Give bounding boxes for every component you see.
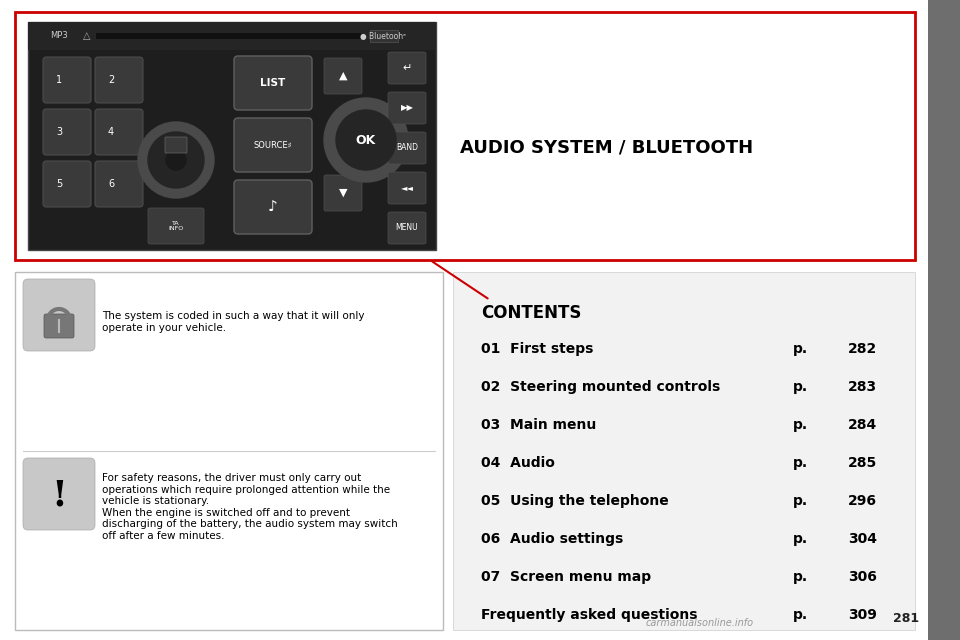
Text: p.: p. [793, 570, 808, 584]
Text: p.: p. [793, 608, 808, 622]
FancyBboxPatch shape [388, 52, 426, 84]
Text: OK: OK [356, 134, 376, 147]
Text: BAND: BAND [396, 143, 418, 152]
Text: MP3: MP3 [50, 31, 68, 40]
Text: ● Bluetoohᵉ: ● Bluetoohᵉ [360, 31, 406, 40]
Circle shape [166, 150, 186, 170]
Text: 306: 306 [848, 570, 876, 584]
Text: 07  Screen menu map: 07 Screen menu map [481, 570, 651, 584]
FancyBboxPatch shape [388, 212, 426, 244]
FancyBboxPatch shape [95, 57, 143, 103]
Circle shape [138, 122, 214, 198]
FancyBboxPatch shape [23, 279, 95, 351]
FancyBboxPatch shape [234, 56, 312, 110]
Text: ♪: ♪ [268, 200, 277, 214]
Text: ▼: ▼ [339, 188, 348, 198]
Text: 284: 284 [848, 418, 877, 432]
Text: Frequently asked questions: Frequently asked questions [481, 608, 698, 622]
FancyBboxPatch shape [453, 272, 915, 630]
Text: 2: 2 [108, 75, 114, 85]
FancyBboxPatch shape [43, 57, 91, 103]
FancyBboxPatch shape [15, 272, 443, 630]
FancyBboxPatch shape [388, 132, 426, 164]
FancyBboxPatch shape [234, 180, 312, 234]
Text: 309: 309 [848, 608, 876, 622]
Text: ▲: ▲ [339, 71, 348, 81]
Bar [28, 22, 436, 50]
FancyBboxPatch shape [165, 137, 187, 153]
Text: ▶▶: ▶▶ [400, 104, 414, 113]
FancyBboxPatch shape [44, 314, 74, 338]
Text: The system is coded in such a way that it will only
operate in your vehicle.: The system is coded in such a way that i… [102, 311, 365, 333]
Text: 281: 281 [893, 612, 919, 625]
Text: p.: p. [793, 342, 808, 356]
Text: p.: p. [793, 532, 808, 546]
Text: 283: 283 [848, 380, 877, 394]
Text: 3: 3 [56, 127, 62, 137]
Bar [28, 22, 436, 250]
FancyBboxPatch shape [15, 12, 915, 260]
Text: 06  Audio settings: 06 Audio settings [481, 532, 623, 546]
FancyBboxPatch shape [95, 109, 143, 155]
FancyBboxPatch shape [388, 172, 426, 204]
Text: For safety reasons, the driver must only carry out
operations which require prol: For safety reasons, the driver must only… [102, 473, 397, 541]
FancyBboxPatch shape [95, 161, 143, 207]
Text: TA
INFO: TA INFO [168, 221, 183, 232]
Text: 304: 304 [848, 532, 877, 546]
Text: 296: 296 [848, 494, 877, 508]
Text: 03  Main menu: 03 Main menu [481, 418, 596, 432]
FancyBboxPatch shape [324, 175, 362, 211]
FancyBboxPatch shape [388, 92, 426, 124]
Text: △: △ [83, 31, 90, 41]
FancyBboxPatch shape [23, 458, 95, 530]
Text: 02  Steering mounted controls: 02 Steering mounted controls [481, 380, 720, 394]
Circle shape [148, 132, 204, 188]
FancyBboxPatch shape [234, 118, 312, 172]
Text: 6: 6 [108, 179, 114, 189]
Text: 05  Using the telephone: 05 Using the telephone [481, 494, 669, 508]
Text: !: ! [51, 479, 67, 513]
FancyBboxPatch shape [148, 208, 204, 244]
Text: p.: p. [793, 494, 808, 508]
Circle shape [336, 110, 396, 170]
Text: 5: 5 [56, 179, 62, 189]
Text: 282: 282 [848, 342, 877, 356]
Text: p.: p. [793, 418, 808, 432]
FancyBboxPatch shape [43, 161, 91, 207]
Text: 01  First steps: 01 First steps [481, 342, 593, 356]
Text: 1: 1 [56, 75, 62, 85]
Text: p.: p. [793, 380, 808, 394]
Text: LIST: LIST [260, 78, 286, 88]
Text: 285: 285 [848, 456, 877, 470]
Text: 4: 4 [108, 127, 114, 137]
Text: ◄◄: ◄◄ [400, 184, 414, 193]
Text: ↵: ↵ [402, 63, 412, 73]
Text: 04  Audio: 04 Audio [481, 456, 555, 470]
Bar [370, 30, 398, 42]
FancyBboxPatch shape [43, 109, 91, 155]
Text: p.: p. [793, 456, 808, 470]
Text: MENU: MENU [396, 223, 419, 232]
FancyBboxPatch shape [324, 58, 362, 94]
Text: carmanualsonline.info: carmanualsonline.info [646, 618, 754, 628]
Text: SOURCE♯: SOURCE♯ [253, 141, 292, 150]
Text: AUDIO SYSTEM / BLUETOOTH: AUDIO SYSTEM / BLUETOOTH [460, 139, 754, 157]
Text: CONTENTS: CONTENTS [481, 304, 582, 322]
Bar [96, 33, 361, 39]
Circle shape [324, 98, 408, 182]
Bar [928, 0, 960, 640]
